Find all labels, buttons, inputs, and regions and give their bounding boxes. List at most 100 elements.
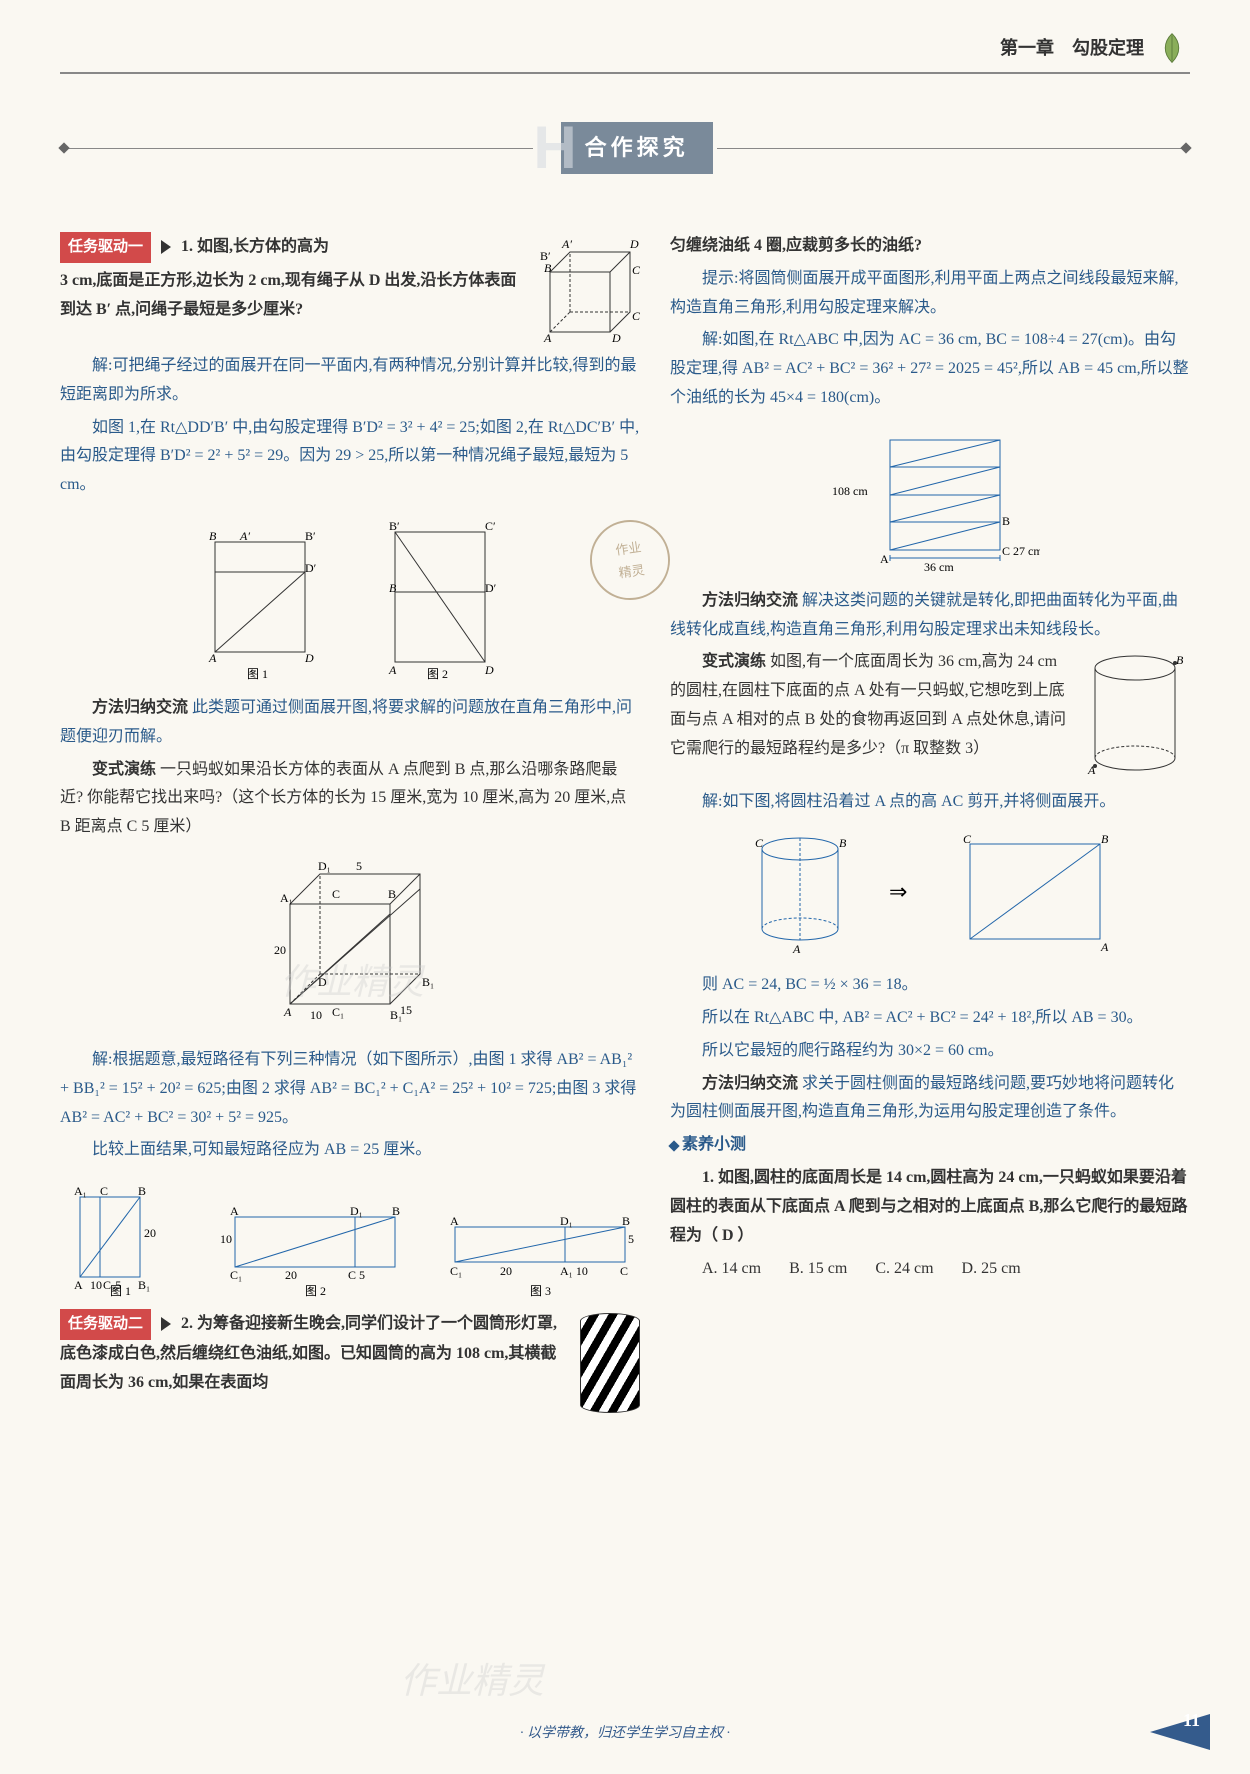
svg-text:D: D <box>304 651 314 665</box>
fig3-3: AD₁B C₁20 A₁ 10C 5 图 3 <box>440 1177 640 1297</box>
svg-text:D′: D′ <box>485 581 497 595</box>
svg-text:10: 10 <box>220 1232 232 1246</box>
triangle-icon <box>1150 1714 1210 1750</box>
banner-label: 合作探究 <box>561 122 713 174</box>
diamond-icon <box>58 142 69 153</box>
task1-text1: 1. 如图,长方体的高为 <box>181 238 329 255</box>
method2-lead: 方法归纳交流 <box>702 592 798 609</box>
svg-text:D′: D′ <box>305 561 317 575</box>
svg-text:20: 20 <box>500 1264 512 1278</box>
chapter-title: 第一章 勾股定理 <box>1000 32 1144 64</box>
svg-text:C: C <box>100 1184 108 1198</box>
figs-1-2: BB′ A′D′ AD 图 1 B′C′ BD′ AD 图 2 <box>60 512 640 682</box>
page-number-value: 11 <box>1183 1704 1200 1736</box>
fig2-diagram: B′C′ BD′ AD 图 2 <box>365 512 515 682</box>
svg-text:C 5: C 5 <box>348 1268 365 1282</box>
var2: 变式演练 如图,有一个底面周长为 36 cm,高为 24 cm 的圆柱,在圆柱下… <box>670 648 1070 763</box>
svg-text:B′: B′ <box>389 519 400 533</box>
svg-text:A: A <box>792 942 801 956</box>
svg-text:D₁: D₁ <box>318 859 331 873</box>
svg-text:D: D <box>484 663 494 677</box>
svg-text:B: B <box>1101 832 1109 846</box>
method3: 方法归纳交流 求关于圆柱侧面的最短路线问题,要巧妙地将问题转化为圆柱侧面展开图,… <box>670 1070 1190 1128</box>
svg-text:A₁: A₁ <box>280 891 293 905</box>
svg-text:D′: D′ <box>629 237 640 251</box>
method3-lead: 方法归纳交流 <box>702 1075 798 1092</box>
svg-text:B: B <box>209 529 217 543</box>
svg-text:B′: B′ <box>305 529 316 543</box>
sol1c: 解:根据题意,最短路径有下列三种情况（如下图所示）,由图 1 求得 AB² = … <box>60 1046 640 1132</box>
svg-text:A: A <box>1100 940 1109 954</box>
method2: 方法归纳交流 解决这类问题的关键就是转化,即把曲面转化为平面,曲线转化成直线,构… <box>670 587 1190 645</box>
svg-text:C₁: C₁ <box>450 1264 462 1278</box>
page: 第一章 勾股定理 H 合作探究 任务驱动一 1. 如图,长方体的高为 3 c <box>0 0 1250 1774</box>
arrow-icon <box>161 240 171 254</box>
cuboid2-diagram-wrap: A10 C₁B₁ DB₁ A₁C D₁5 B 2015 <box>60 854 640 1034</box>
fig3-1: A10 C₁5B₁ A₁CB 20 图 1 <box>60 1177 190 1297</box>
task1-text2: 3 cm,底面是正方形,边长为 2 cm,现有绳子从 D 出发,沿长方体表面到达… <box>60 267 522 325</box>
svg-text:A: A <box>74 1278 83 1292</box>
suyang-heading: 素养小测 <box>670 1131 1190 1160</box>
section-banner: H 合作探究 <box>60 94 1190 202</box>
cuboid1-diagram: AD BC A′D′ B′C′ <box>530 232 640 352</box>
sol3c: 所以在 Rt△ABC 中, AB² = AC² + BC² = 24² + 18… <box>670 1004 1190 1033</box>
svg-text:C: C <box>620 1264 628 1278</box>
task1-line: 任务驱动一 1. 如图,长方体的高为 <box>60 232 522 263</box>
svg-text:B₁: B₁ <box>138 1278 150 1292</box>
watermark: 作业精灵 <box>400 1649 544 1714</box>
leaf-logo-icon <box>1154 30 1190 66</box>
letter-h-icon: H <box>533 94 576 202</box>
method1: 方法归纳交流 此类题可通过侧面展开图,将要求解的问题放在直角三角形中,问题便迎刃… <box>60 694 640 752</box>
task2-line: 任务驱动二 2. 为筹备迎接新生晚会,同学们设计了一个圆筒形灯罩,底色漆成白色,… <box>60 1309 640 1398</box>
svg-text:C: C <box>963 832 972 846</box>
svg-text:B: B <box>544 261 552 275</box>
svg-text:A: A <box>230 1204 239 1218</box>
cuboid2-diagram: A10 C₁B₁ DB₁ A₁C D₁5 B 2015 <box>240 854 460 1034</box>
svg-text:A: A <box>450 1214 459 1228</box>
svg-text:C′: C′ <box>632 263 640 277</box>
figs-row3: A10 C₁5B₁ A₁CB 20 图 1 AD₁B C₁20 C 5 10 图… <box>60 1177 640 1297</box>
svg-text:A: A <box>880 552 889 566</box>
divider-line <box>68 148 533 149</box>
opt-d: D. 25 cm <box>962 1260 1021 1277</box>
page-header: 第一章 勾股定理 <box>60 30 1190 74</box>
striped-cylinder-icon <box>580 1313 640 1413</box>
cylinder-fig: BA <box>1080 648 1190 788</box>
svg-text:B: B <box>1002 514 1010 528</box>
svg-text:20: 20 <box>285 1268 297 1282</box>
q1-options: A. 14 cm B. 15 cm C. 24 cm D. 25 cm <box>670 1255 1190 1284</box>
sol1b: 如图 1,在 Rt△DD′B′ 中,由勾股定理得 B′D² = 3² + 4² … <box>60 414 640 500</box>
diamond-icon <box>668 1140 679 1151</box>
svg-text:D: D <box>611 331 621 345</box>
svg-text:A: A <box>543 331 552 345</box>
opt-b: B. 15 cm <box>789 1260 847 1277</box>
sol3b: 则 AC = 24, BC = ½ × 36 = 18。 <box>670 971 1190 1000</box>
svg-text:B: B <box>389 581 397 595</box>
content-columns: 任务驱动一 1. 如图,长方体的高为 3 cm,底面是正方形,边长为 2 cm,… <box>60 232 1190 1417</box>
fig1-diagram: BB′ A′D′ AD 图 1 <box>185 512 335 682</box>
svg-text:B: B <box>392 1204 400 1218</box>
svg-text:5: 5 <box>628 1232 634 1246</box>
svg-text:5: 5 <box>356 859 362 873</box>
svg-text:A′: A′ <box>561 237 572 251</box>
divider-line <box>717 148 1182 149</box>
svg-text:10: 10 <box>310 1008 322 1022</box>
svg-text:C: C <box>755 836 764 850</box>
svg-text:B₁: B₁ <box>422 975 434 989</box>
svg-text:36 cm: 36 cm <box>924 560 954 574</box>
svg-text:B′: B′ <box>540 249 551 263</box>
svg-text:C′: C′ <box>485 519 496 533</box>
svg-text:C 27 cm: C 27 cm <box>1002 544 1040 558</box>
svg-text:B: B <box>388 887 396 901</box>
r-hint: 提示:将圆筒侧面展开成平面图形,利用平面上两点之间线段最短来解,构造直角三角形,… <box>670 265 1190 323</box>
svg-text:A: A <box>388 663 397 677</box>
svg-text:20: 20 <box>144 1226 156 1240</box>
sol1d: 比较上面结果,可知最短路径应为 AB = 25 厘米。 <box>60 1136 640 1165</box>
right-column: 匀缠绕油纸 4 圈,应裁剪多长的油纸? 提示:将圆筒侧面展开成平面图形,利用平面… <box>670 232 1190 1417</box>
svg-text:B: B <box>138 1184 146 1198</box>
sol1a: 解:可把绳子经过的面展开在同一平面内,有两种情况,分别计算并比较,得到的最短距离… <box>60 352 640 410</box>
var1-lead: 变式演练 <box>92 761 156 778</box>
svg-text:C₁: C₁ <box>332 1005 344 1019</box>
task2-badge: 任务驱动二 <box>60 1309 151 1340</box>
svg-text:A₁ 10: A₁ 10 <box>560 1264 588 1278</box>
